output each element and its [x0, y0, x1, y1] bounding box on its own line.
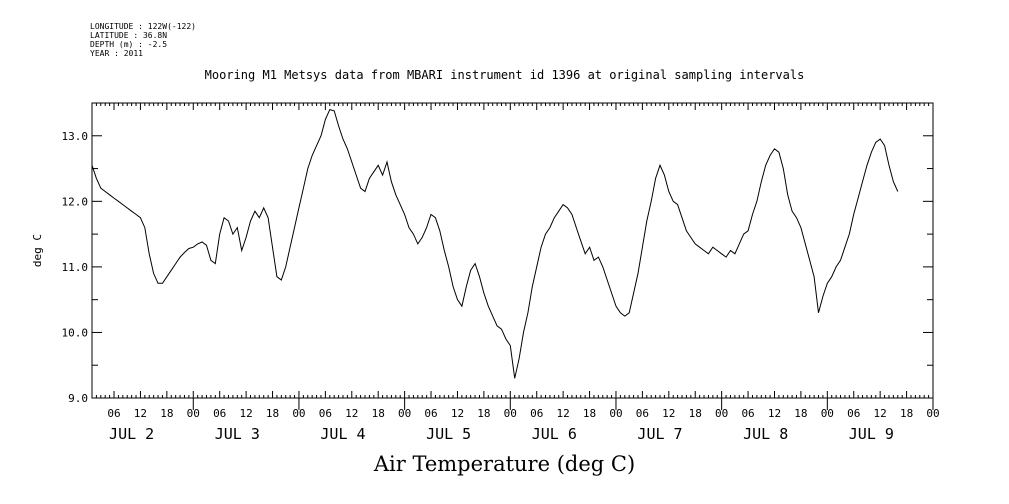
x-tick-label: 06 — [107, 407, 120, 420]
longitude-label: LONGITUDE : 122W(-122) — [90, 22, 196, 31]
x-tick-label: 12 — [768, 407, 781, 420]
x-tick-label: 06 — [424, 407, 437, 420]
x-day-label: JUL 3 — [215, 425, 260, 443]
x-tick-label: 12 — [557, 407, 570, 420]
metadata-block: LONGITUDE : 122W(-122) LATITUDE : 36.8N … — [90, 22, 196, 58]
x-tick-label: 00 — [292, 407, 305, 420]
x-tick-label: 06 — [530, 407, 543, 420]
x-tick-label: 18 — [477, 407, 490, 420]
x-tick-label: 06 — [213, 407, 226, 420]
chart-title: Mooring M1 Metsys data from MBARI instru… — [204, 68, 805, 82]
x-tick-label: 00 — [926, 407, 939, 420]
x-tick-label: 00 — [821, 407, 834, 420]
x-tick-label: 12 — [134, 407, 147, 420]
x-tick-label: 12 — [345, 407, 358, 420]
y-axis-label: deg C — [31, 234, 44, 267]
y-tick-label: 10.0 — [62, 326, 89, 339]
y-tick-label: 13.0 — [62, 130, 89, 143]
x-day-label: JUL 4 — [320, 425, 365, 443]
x-tick-label: 00 — [504, 407, 517, 420]
y-tick-label: 12.0 — [62, 195, 89, 208]
y-tick-label: 9.0 — [68, 392, 88, 405]
x-tick-label: 18 — [160, 407, 173, 420]
x-tick-label: 00 — [609, 407, 622, 420]
plot-frame — [91, 102, 934, 399]
x-tick-label: 18 — [266, 407, 279, 420]
x-tick-label: 12 — [239, 407, 252, 420]
x-tick-label: 06 — [847, 407, 860, 420]
x-tick-label: 00 — [398, 407, 411, 420]
x-tick-label: 12 — [451, 407, 464, 420]
y-tick-label: 11.0 — [62, 261, 89, 274]
x-tick-label: 18 — [794, 407, 807, 420]
x-tick-label: 12 — [874, 407, 887, 420]
x-day-label: JUL 6 — [532, 425, 577, 443]
x-day-label: JUL 7 — [637, 425, 682, 443]
x-tick-label: 18 — [689, 407, 702, 420]
x-tick-label: 18 — [372, 407, 385, 420]
x-tick-label: 18 — [900, 407, 913, 420]
latitude-label: LATITUDE : 36.8N — [90, 31, 168, 40]
year-label: YEAR : 2011 — [90, 49, 143, 58]
series-line — [91, 108, 899, 379]
x-tick-label: 06 — [636, 407, 649, 420]
x-tick-label: 18 — [583, 407, 596, 420]
x-tick-label: 00 — [187, 407, 200, 420]
depth-label: DEPTH (m) : -2.5 — [90, 40, 168, 49]
x-day-label: JUL 9 — [849, 425, 894, 443]
x-day-label: JUL 8 — [743, 425, 788, 443]
x-tick-label: 12 — [662, 407, 675, 420]
x-axis-title: Air Temperature (deg C) — [373, 452, 636, 476]
x-tick-label: 06 — [319, 407, 332, 420]
x-day-label: JUL 5 — [426, 425, 471, 443]
x-tick-label: 06 — [741, 407, 754, 420]
x-tick-label: 00 — [715, 407, 728, 420]
x-day-label: JUL 2 — [109, 425, 154, 443]
